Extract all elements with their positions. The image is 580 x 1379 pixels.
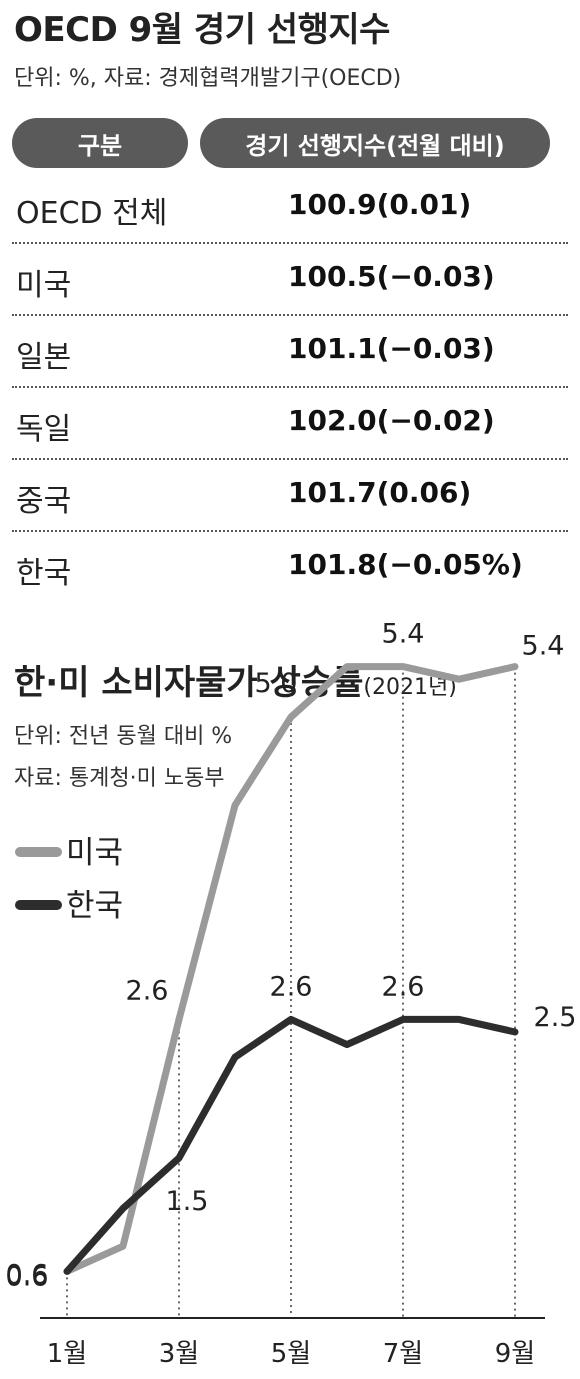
legend-label: 한국 [66,888,123,924]
data-label: 2.6 [126,975,169,1006]
data-label: 2.6 [382,971,425,1002]
table-row: 일본 101.1(−0.03) [12,316,568,388]
row-name: 한국 [16,556,72,591]
header-leading-index: 경기 선행지수(전월 대비) [200,118,550,168]
chart-title: 한·미 소비자물가 상승률(2021년) [14,655,457,704]
chart-title-text: 한·미 소비자물가 상승률 [14,663,364,703]
row-divider [12,242,568,244]
data-label: 0.6 [6,1259,49,1290]
data-label: 5.4 [382,619,425,650]
data-label: 0.6 [6,1261,49,1292]
row-name: 일본 [16,340,72,375]
row-divider [12,314,568,316]
x-tick-label: 1월 [47,1339,87,1369]
table-row: 한국 101.8(−0.05%) [12,532,568,604]
data-label: 5.0 [255,668,298,699]
header-category: 구분 [12,118,188,168]
data-label: 1.5 [166,1186,209,1217]
series-line-us [63,663,519,1275]
row-name: 독일 [16,412,72,447]
chart-title-year: (2021년) [363,675,457,700]
series-line-korea [63,1015,519,1275]
x-tick-label: 5월 [271,1339,311,1369]
table-row: 중국 101.7(0.06) [12,460,568,532]
table-title: OECD 9월 경기 선행지수 [14,10,390,50]
row-value: 102.0(−0.02) [288,404,495,437]
x-tick-label: 7월 [383,1339,423,1369]
data-label: 5.4 [522,631,565,662]
row-value: 101.7(0.06) [288,476,472,509]
row-value: 101.8(−0.05%) [288,548,523,581]
row-name: 미국 [16,268,72,303]
row-divider [12,458,568,460]
row-name: OECD 전체 [16,196,168,231]
row-value: 100.9(0.01) [288,188,472,221]
legend-label: 미국 [66,835,123,871]
chart-source: 자료: 통계청·미 노동부 [14,766,225,791]
row-divider [12,530,568,532]
table-row: OECD 전체 100.9(0.01) [12,172,568,244]
table-row: 독일 102.0(−0.02) [12,388,568,460]
chart-unit: 단위: 전년 동월 대비 % [14,724,233,749]
table-row: 미국 100.5(−0.03) [12,244,568,316]
row-divider [12,386,568,388]
data-label: 2.5 [534,1002,577,1033]
data-label: 2.6 [270,971,313,1002]
x-tick-label: 3월 [159,1339,199,1369]
row-name: 중국 [16,484,72,519]
x-tick-label: 9월 [495,1339,535,1369]
table-subtitle: 단위: %, 자료: 경제협력개발기구(OECD) [14,66,402,91]
row-value: 101.1(−0.03) [288,332,495,365]
row-value: 100.5(−0.03) [288,260,495,293]
